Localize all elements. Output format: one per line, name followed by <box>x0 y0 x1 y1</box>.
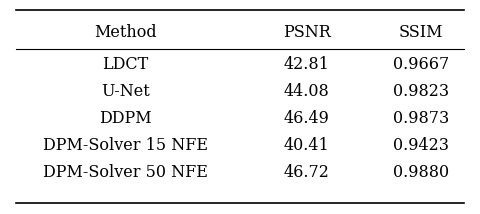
Text: SSIM: SSIM <box>399 24 444 40</box>
Text: Method: Method <box>94 24 157 40</box>
Text: 0.9873: 0.9873 <box>393 110 449 127</box>
Text: 44.08: 44.08 <box>284 83 330 100</box>
Text: 46.49: 46.49 <box>284 110 330 127</box>
Text: 0.9880: 0.9880 <box>393 164 449 181</box>
Text: DDPM: DDPM <box>99 110 152 127</box>
Text: 40.41: 40.41 <box>284 137 330 154</box>
Text: DPM-Solver 50 NFE: DPM-Solver 50 NFE <box>43 164 208 181</box>
Text: 0.9823: 0.9823 <box>393 83 449 100</box>
Text: LDCT: LDCT <box>102 56 149 73</box>
Text: 42.81: 42.81 <box>284 56 330 73</box>
Text: PSNR: PSNR <box>283 24 331 40</box>
Text: U-Net: U-Net <box>101 83 150 100</box>
Text: 46.72: 46.72 <box>284 164 330 181</box>
Text: 0.9423: 0.9423 <box>393 137 449 154</box>
Text: DPM-Solver 15 NFE: DPM-Solver 15 NFE <box>43 137 208 154</box>
Text: 0.9667: 0.9667 <box>393 56 449 73</box>
